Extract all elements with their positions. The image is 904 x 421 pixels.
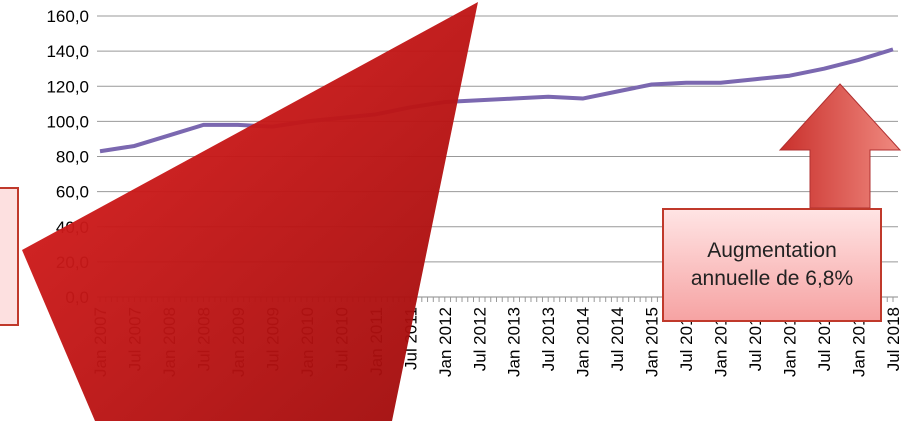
y-tick-label: 60,0 (56, 183, 89, 202)
x-tick-label: Jul 2007 (125, 307, 144, 371)
y-tick-label: 120,0 (46, 77, 89, 96)
x-tick-label: Jul 2009 (263, 307, 282, 371)
x-tick-label: Jan 2016 (712, 307, 731, 377)
x-tick-label: Jul 2015 (677, 307, 696, 371)
y-tick-label: 80,0 (56, 148, 89, 167)
x-tick-label: Jan 2014 (574, 307, 593, 377)
x-tick-label: Jan 2010 (298, 307, 317, 377)
x-tick-label: Jan 2013 (505, 307, 524, 377)
x-tick-label: Jan 2012 (436, 307, 455, 377)
x-tick-label: Jul 2017 (815, 307, 834, 371)
x-tick-label: Jan 2018 (850, 307, 869, 377)
x-tick-label: Jul 2013 (539, 307, 558, 371)
y-tick-label: 100,0 (46, 112, 89, 131)
y-tick-label: 160,0 (46, 7, 89, 26)
data-line (99, 47, 894, 154)
x-tick-label: Jul 2010 (332, 307, 351, 371)
x-tick-label: Jan 2009 (229, 307, 248, 377)
x-tick-label: Jul 2012 (470, 307, 489, 371)
x-tick-label: Jan 2011 (367, 307, 386, 376)
x-tick-label: Jul 2011 (401, 307, 420, 370)
y-tick-label: 0,0 (65, 288, 89, 307)
x-tick-label: Jul 2008 (194, 307, 213, 371)
y-tick-label: 20,0 (56, 253, 89, 272)
x-tick-label: Jul 2018 (884, 307, 903, 371)
x-tick-label: Jul 2014 (608, 307, 627, 371)
x-tick-label: Jan 2007 (91, 307, 110, 377)
x-tick-label: Jan 2017 (781, 307, 800, 377)
x-tick-label: Jul 2016 (746, 307, 765, 371)
x-tick-label: Jan 2015 (643, 307, 662, 377)
annotation: Augmentation annuelle de 6,8% (662, 208, 882, 322)
y-tick-label: 40,0 (56, 218, 89, 237)
x-tick-label: Jan 2008 (160, 307, 179, 377)
y-tick-label: 140,0 (46, 42, 89, 61)
